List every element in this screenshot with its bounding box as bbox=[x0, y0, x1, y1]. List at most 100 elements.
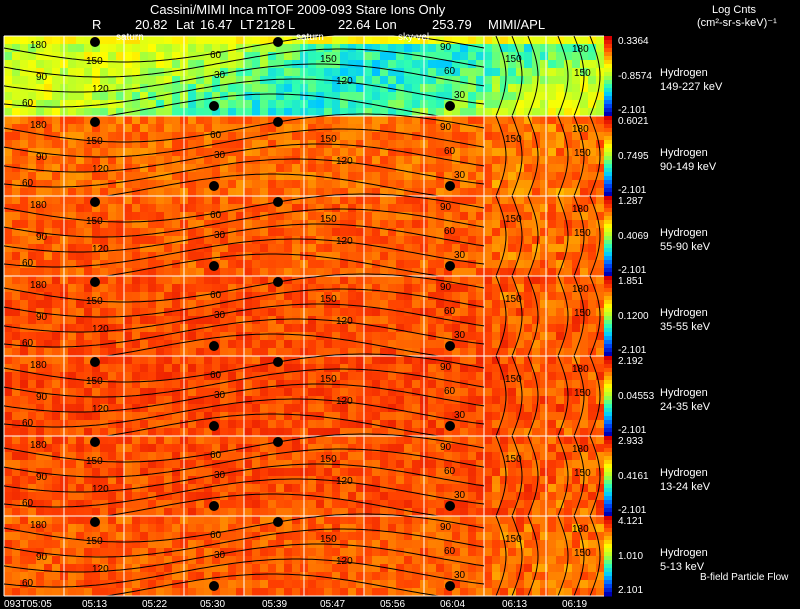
heat-cell bbox=[332, 204, 340, 212]
heat-cell bbox=[468, 92, 476, 100]
heat-cell bbox=[108, 60, 116, 68]
heat-cell bbox=[236, 276, 244, 284]
heat-cell bbox=[268, 132, 276, 140]
heat-cell bbox=[244, 172, 252, 180]
heat-cell bbox=[4, 140, 12, 148]
heat-cell bbox=[484, 100, 492, 108]
contour-label: 150 bbox=[320, 134, 337, 145]
heat-cell bbox=[364, 468, 372, 476]
heat-cell bbox=[356, 260, 364, 268]
heat-cell bbox=[4, 556, 12, 564]
heat-cell bbox=[372, 148, 380, 156]
heat-cell bbox=[356, 124, 364, 132]
saturn-marker bbox=[209, 261, 219, 271]
heat-cell bbox=[116, 492, 124, 500]
heat-cell bbox=[564, 100, 572, 108]
heat-cell bbox=[388, 380, 396, 388]
heat-cell bbox=[260, 68, 268, 76]
heat-cell bbox=[92, 148, 100, 156]
heat-cell bbox=[76, 268, 84, 276]
heat-cell bbox=[244, 164, 252, 172]
heat-cell bbox=[436, 508, 444, 516]
heat-cell bbox=[308, 428, 316, 436]
heat-cell bbox=[492, 340, 500, 348]
heat-cell bbox=[316, 44, 324, 52]
heat-cell bbox=[476, 428, 484, 436]
heat-cell bbox=[4, 220, 12, 228]
colorbar-segment bbox=[604, 436, 612, 441]
heat-cell bbox=[236, 508, 244, 516]
heat-cell bbox=[100, 428, 108, 436]
heat-cell bbox=[540, 92, 548, 100]
heat-cell bbox=[396, 356, 404, 364]
heat-cell bbox=[380, 52, 388, 60]
heat-cell bbox=[220, 420, 228, 428]
heat-cell bbox=[364, 252, 372, 260]
heat-cell bbox=[44, 252, 52, 260]
heat-cell bbox=[236, 500, 244, 508]
heat-cell bbox=[132, 476, 140, 484]
heat-cell bbox=[124, 364, 132, 372]
heat-cell bbox=[508, 44, 516, 52]
colorbar-segment bbox=[604, 368, 612, 373]
heat-cell bbox=[524, 156, 532, 164]
heat-cell bbox=[452, 284, 460, 292]
heat-cell bbox=[84, 284, 92, 292]
heat-cell bbox=[548, 148, 556, 156]
heat-cell bbox=[236, 404, 244, 412]
heat-cell bbox=[196, 116, 204, 124]
heat-cell bbox=[44, 588, 52, 596]
heat-cell bbox=[436, 68, 444, 76]
heat-cell bbox=[220, 348, 228, 356]
heat-cell bbox=[588, 412, 596, 420]
heat-cell bbox=[356, 116, 364, 124]
heat-cell bbox=[20, 468, 28, 476]
heat-cell bbox=[204, 36, 212, 44]
heat-cell bbox=[508, 316, 516, 324]
heat-cell bbox=[524, 396, 532, 404]
heat-cell bbox=[292, 292, 300, 300]
heat-cell bbox=[348, 452, 356, 460]
heat-cell bbox=[220, 460, 228, 468]
contour-label: 60 bbox=[22, 178, 34, 189]
heat-cell bbox=[484, 116, 492, 124]
heat-cell bbox=[260, 108, 268, 116]
heat-cell bbox=[236, 60, 244, 68]
heat-cell bbox=[156, 236, 164, 244]
contour-label: 150 bbox=[574, 468, 591, 479]
contour-label: 60 bbox=[22, 338, 34, 349]
heat-cell bbox=[148, 108, 156, 116]
heat-cell bbox=[244, 380, 252, 388]
heat-cell bbox=[244, 36, 252, 44]
heat-cell bbox=[396, 316, 404, 324]
heat-cell bbox=[540, 420, 548, 428]
heat-cell bbox=[268, 52, 276, 60]
heat-cell bbox=[372, 340, 380, 348]
heat-cell bbox=[148, 316, 156, 324]
heat-cell bbox=[276, 180, 284, 188]
colorbar-mid-label: 0.4161 bbox=[618, 471, 649, 482]
heat-cell bbox=[172, 388, 180, 396]
heat-cell bbox=[156, 156, 164, 164]
heat-cell bbox=[524, 236, 532, 244]
heat-cell bbox=[548, 84, 556, 92]
heat-cell bbox=[348, 220, 356, 228]
heat-cell bbox=[404, 92, 412, 100]
heat-cell bbox=[484, 444, 492, 452]
heat-cell bbox=[508, 444, 516, 452]
heat-cell bbox=[364, 292, 372, 300]
heat-cell bbox=[404, 284, 412, 292]
heat-cell bbox=[476, 268, 484, 276]
heat-cell bbox=[116, 436, 124, 444]
heat-cell bbox=[436, 468, 444, 476]
heat-cell bbox=[76, 300, 84, 308]
heat-cell bbox=[468, 100, 476, 108]
heat-cell bbox=[460, 116, 468, 124]
heat-cell bbox=[84, 268, 92, 276]
heat-cell bbox=[188, 468, 196, 476]
heat-cell bbox=[524, 484, 532, 492]
heat-cell bbox=[44, 492, 52, 500]
heat-cell bbox=[20, 396, 28, 404]
heat-cell bbox=[236, 148, 244, 156]
heat-cell bbox=[468, 324, 476, 332]
